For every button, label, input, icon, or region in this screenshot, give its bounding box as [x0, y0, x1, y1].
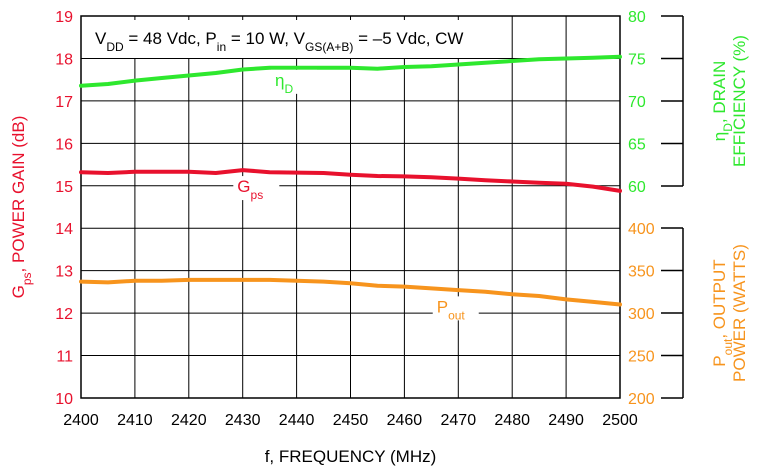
left-tick-label: 19 — [55, 9, 73, 26]
eta-tick-label: 60 — [628, 179, 646, 196]
x-tick-label: 2500 — [602, 412, 638, 429]
pout-axis-title-line1: Pout, OUTPUT — [710, 259, 735, 366]
pout-tick-label: 350 — [628, 264, 655, 281]
left-tick-label: 16 — [55, 136, 73, 153]
left-tick-label: 18 — [55, 51, 73, 68]
x-tick-label: 2450 — [333, 412, 369, 429]
x-tick-label: 2460 — [387, 412, 423, 429]
eta-axis-title-line2: EFFICIENCY (%) — [730, 35, 749, 167]
eta-tick-label: 75 — [628, 52, 646, 69]
series-line-eta — [79, 54, 622, 88]
pout-tick-label: 300 — [628, 306, 655, 323]
eta-tick-label: 65 — [628, 137, 646, 154]
conditions-annotation: VDD = 48 Vdc, Pin = 10 W, VGS(A+B) = –5 … — [95, 29, 463, 54]
x-tick-label: 2420 — [171, 412, 207, 429]
x-tick-label: 2410 — [117, 412, 153, 429]
series-label-background — [233, 176, 280, 201]
x-tick-label: 2430 — [225, 412, 261, 429]
x-tick-label: 2440 — [279, 412, 315, 429]
series-label-background — [432, 296, 479, 321]
x-tick-label: 2400 — [63, 412, 99, 429]
left-tick-label: 15 — [55, 179, 73, 196]
eta-tick-label: 70 — [628, 94, 646, 111]
pout-tick-label: 200 — [628, 391, 655, 408]
eta-axis-title-line1: ηD, DRAIN — [710, 61, 735, 141]
x-tick-label: 2490 — [548, 412, 584, 429]
left-tick-label: 11 — [56, 349, 73, 366]
left-tick-label: 12 — [55, 306, 73, 323]
series-label-background — [271, 69, 318, 94]
series-line-pout — [79, 277, 622, 307]
x-axis-title: f, FREQUENCY (MHz) — [265, 447, 437, 466]
left-tick-label: 17 — [55, 94, 73, 111]
left-axis-title: Gps, POWER GAIN (dB) — [9, 116, 34, 299]
series-label-pout: Pout — [437, 297, 466, 322]
left-tick-label: 14 — [55, 221, 73, 238]
x-tick-label: 2470 — [441, 412, 477, 429]
plot-frame — [80, 15, 621, 399]
x-tick-label: 2480 — [494, 412, 530, 429]
series-label-gain: Gps — [237, 177, 263, 202]
series-line-gain — [79, 168, 622, 193]
pout-tick-label: 400 — [628, 221, 655, 238]
left-tick-label: 10 — [55, 391, 73, 408]
series-label-eta: ηD — [275, 71, 293, 96]
annotation-background — [85, 20, 505, 58]
pout-tick-label: 250 — [628, 349, 655, 366]
left-tick-label: 13 — [55, 264, 73, 281]
pout-axis-title-line2: POWER (WATTS) — [730, 244, 749, 382]
eta-tick-label: 80 — [628, 9, 646, 26]
